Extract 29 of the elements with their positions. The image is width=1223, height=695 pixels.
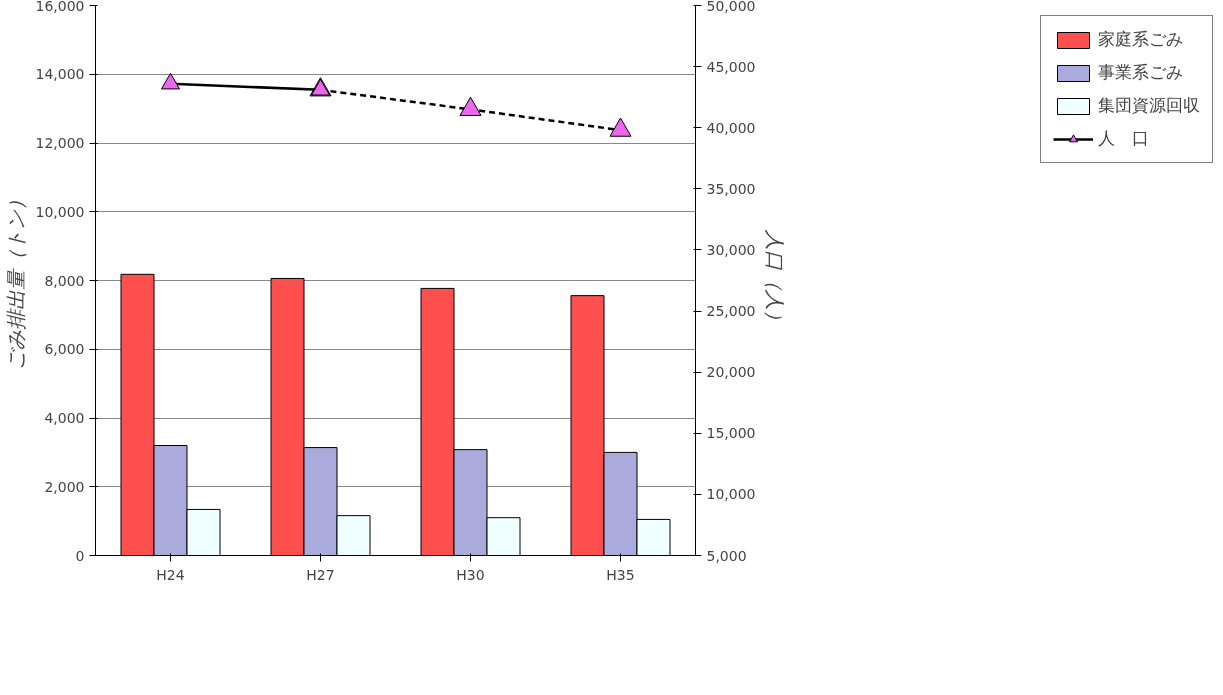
y-tick-label: 14,000 [35,66,85,83]
y-tick-label: 0 [75,547,85,564]
y-tick-label: 2,000 [44,478,85,495]
y2-tick-label: 40,000 [706,119,756,136]
y2-tick-label: 10,000 [706,486,756,503]
y-tick-label: 4,000 [44,410,85,426]
y-tick-label: 12,000 [35,135,85,151]
y2-axis-title: 人口（人） [763,229,788,331]
y2-tick-label: 50,000 [706,0,756,14]
x-tick-label: H35 [606,566,635,583]
legend-label: 事業系ごみ [1098,61,1183,84]
x-tick-label: H30 [456,566,485,583]
y2-tick-label: 30,000 [706,241,756,258]
y2-tick-label: 35,000 [706,180,756,197]
legend-label: 人 口 [1098,127,1149,150]
y-axis-title: ごみ排出量（トン） [3,190,28,371]
y2-tick-label: 45,000 [706,58,756,75]
y2-tick-label: 5,000 [706,547,747,564]
y-tick-label: 6,000 [44,341,85,358]
y2-tick-label: 25,000 [706,303,756,320]
x-tick-label: H27 [306,566,335,583]
y-tick-label: 10,000 [35,203,85,220]
x-tick-label: H24 [156,566,185,583]
y-tick-label: 8,000 [44,272,85,289]
y2-tick-label: 20,000 [706,364,756,381]
legend-label: 集団資源回収 [1098,94,1200,117]
y2-tick-label: 15,000 [706,425,756,442]
legend-label: 家庭系ごみ [1098,28,1183,51]
y-tick-label: 16,000 [35,0,85,14]
